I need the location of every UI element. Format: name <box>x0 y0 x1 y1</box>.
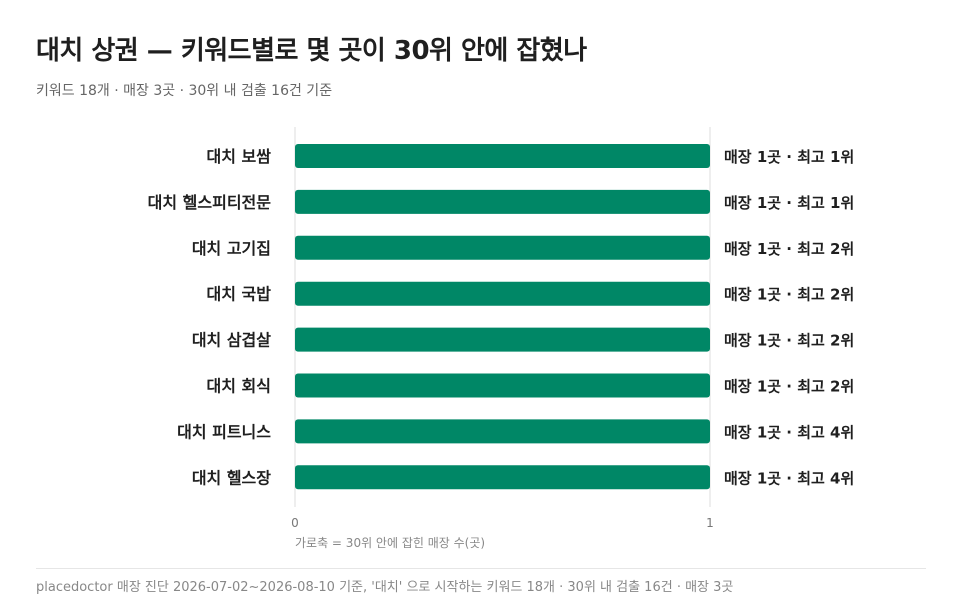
data-label: 매장 1곳 · 최고 2위 <box>724 240 854 258</box>
category-label: 대치 삼겹살 <box>192 331 271 350</box>
bar <box>295 419 710 444</box>
bar <box>295 465 710 490</box>
data-label: 매장 1곳 · 최고 1위 <box>724 148 854 166</box>
category-label: 대치 보쌈 <box>207 147 272 166</box>
category-label: 대치 헬스장 <box>192 468 271 487</box>
category-label: 대치 고기집 <box>192 239 271 258</box>
bar <box>295 235 710 260</box>
data-label: 매장 1곳 · 최고 2위 <box>724 378 854 396</box>
data-label: 매장 1곳 · 최고 2위 <box>724 332 854 350</box>
x-tick-label: 1 <box>706 516 714 530</box>
category-label: 대치 회식 <box>207 377 271 396</box>
bar <box>295 327 710 352</box>
bar <box>295 144 710 168</box>
footer-divider <box>36 568 926 569</box>
data-label: 매장 1곳 · 최고 1위 <box>724 194 854 212</box>
category-label: 대치 헬스피티전문 <box>148 193 272 212</box>
chart-title: 대치 상권 — 키워드별로 몇 곳이 30위 안에 잡혔나 <box>36 36 587 66</box>
category-label: 대치 국밥 <box>207 285 272 304</box>
bar <box>295 373 710 398</box>
footer-note: placedoctor 매장 진단 2026-07-02~2026-08-10 … <box>36 580 734 595</box>
bars <box>295 144 710 490</box>
data-label: 매장 1곳 · 최고 4위 <box>724 469 854 487</box>
bar <box>295 189 710 214</box>
data-label: 매장 1곳 · 최고 2위 <box>724 286 854 304</box>
data-label: 매장 1곳 · 최고 4위 <box>724 423 854 441</box>
x-axis-label: 가로축 = 30위 안에 잡힌 매장 수(곳) <box>295 536 485 550</box>
x-tick-label: 0 <box>291 516 299 530</box>
chart-subtitle: 키워드 18개 · 매장 3곳 · 30위 내 검출 16건 기준 <box>36 83 333 99</box>
bar <box>295 281 710 306</box>
grid-lines <box>294 127 711 507</box>
category-label: 대치 피트니스 <box>177 422 271 441</box>
